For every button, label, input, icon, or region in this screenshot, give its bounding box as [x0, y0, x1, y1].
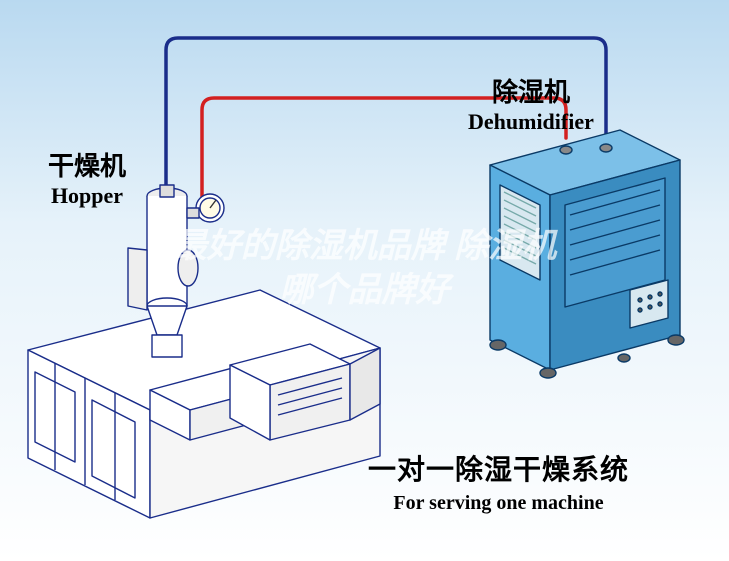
hopper-label-cn: 干燥机	[48, 146, 126, 183]
watermark-line1: 最好的除湿机品牌 除湿机	[173, 227, 556, 265]
dehumidifier-label-en: Dehumidifier	[468, 109, 594, 135]
hopper-label: 干燥机 Hopper	[48, 146, 126, 209]
hopper-label-en: Hopper	[48, 183, 126, 209]
system-title-en: For serving one machine	[368, 492, 629, 515]
system-title-cn: 一对一除湿干燥系统	[368, 448, 629, 488]
watermark-text: 最好的除湿机品牌 除湿机 哪个品牌好	[0, 224, 729, 312]
dehumidifier-label: 除湿机 Dehumidifier	[468, 72, 594, 135]
watermark-line2: 哪个品牌好	[280, 271, 450, 309]
system-title: 一对一除湿干燥系统 For serving one machine	[368, 448, 629, 515]
dehumidifier-label-cn: 除湿机	[468, 72, 594, 109]
